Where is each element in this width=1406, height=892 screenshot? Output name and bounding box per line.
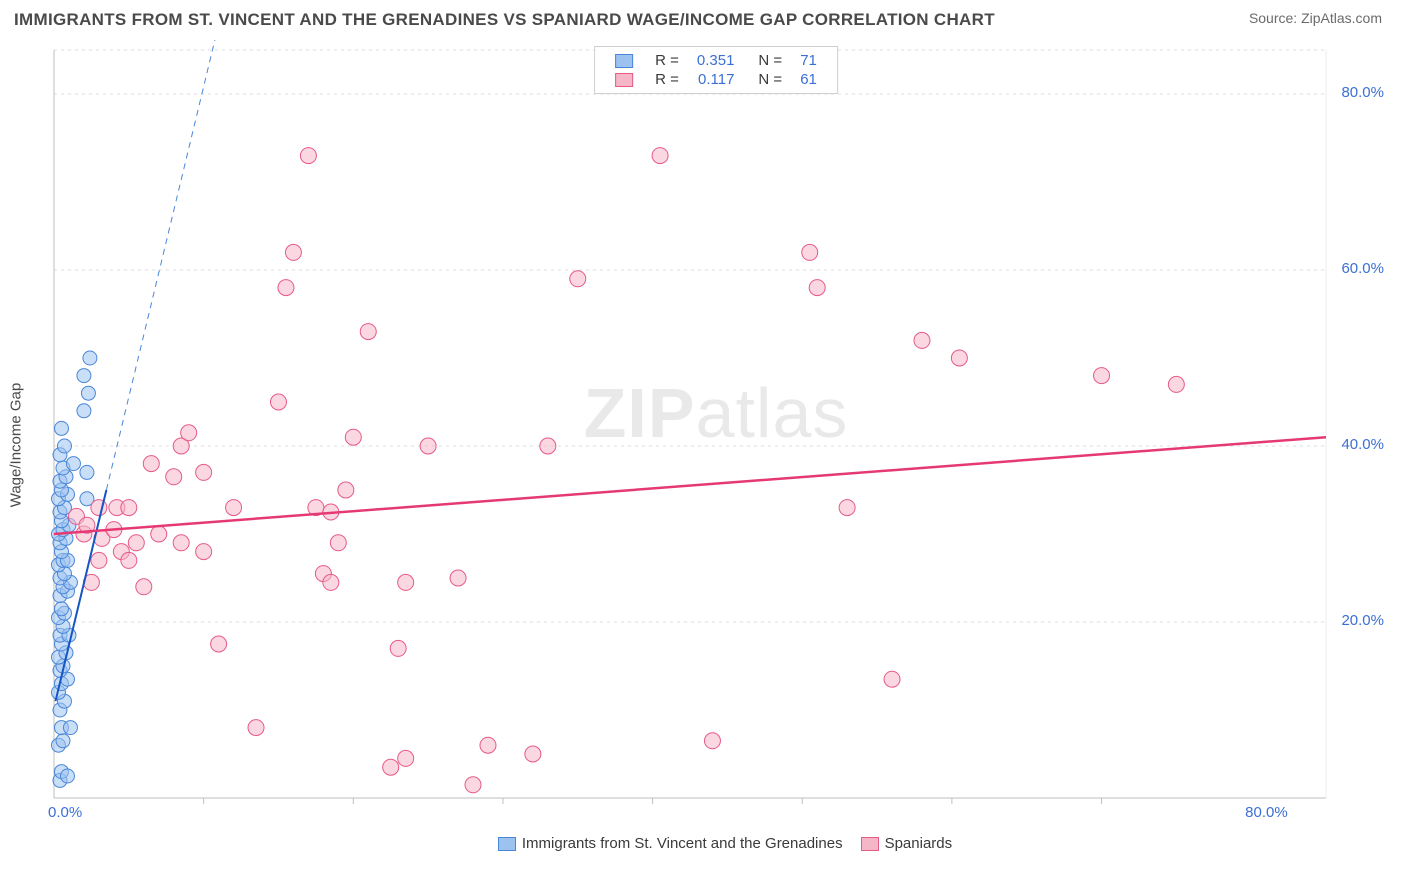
y-tick-label: 20.0% xyxy=(1341,612,1384,629)
x-tick-label: 80.0% xyxy=(1245,804,1288,821)
chart-header: IMMIGRANTS FROM ST. VINCENT AND THE GREN… xyxy=(0,0,1406,36)
legend-item: Immigrants from St. Vincent and the Gren… xyxy=(480,835,843,852)
chart-title: IMMIGRANTS FROM ST. VINCENT AND THE GREN… xyxy=(14,10,995,30)
y-axis-label: Wage/Income Gap xyxy=(8,383,25,508)
chart-source: Source: ZipAtlas.com xyxy=(1249,10,1382,26)
legend-stats: R =0.351N =71R =0.117N =61 xyxy=(594,46,838,94)
y-tick-label: 60.0% xyxy=(1341,260,1384,277)
legend-series: Immigrants from St. Vincent and the Gren… xyxy=(46,835,1386,852)
x-tick-label: 0.0% xyxy=(48,804,82,821)
scatter-plot xyxy=(46,40,1366,828)
y-tick-label: 40.0% xyxy=(1341,436,1384,453)
chart-area: Wage/Income Gap ZIPatlas R =0.351N =71R … xyxy=(46,40,1386,850)
y-tick-label: 80.0% xyxy=(1341,84,1384,101)
legend-item: Spaniards xyxy=(843,835,953,852)
